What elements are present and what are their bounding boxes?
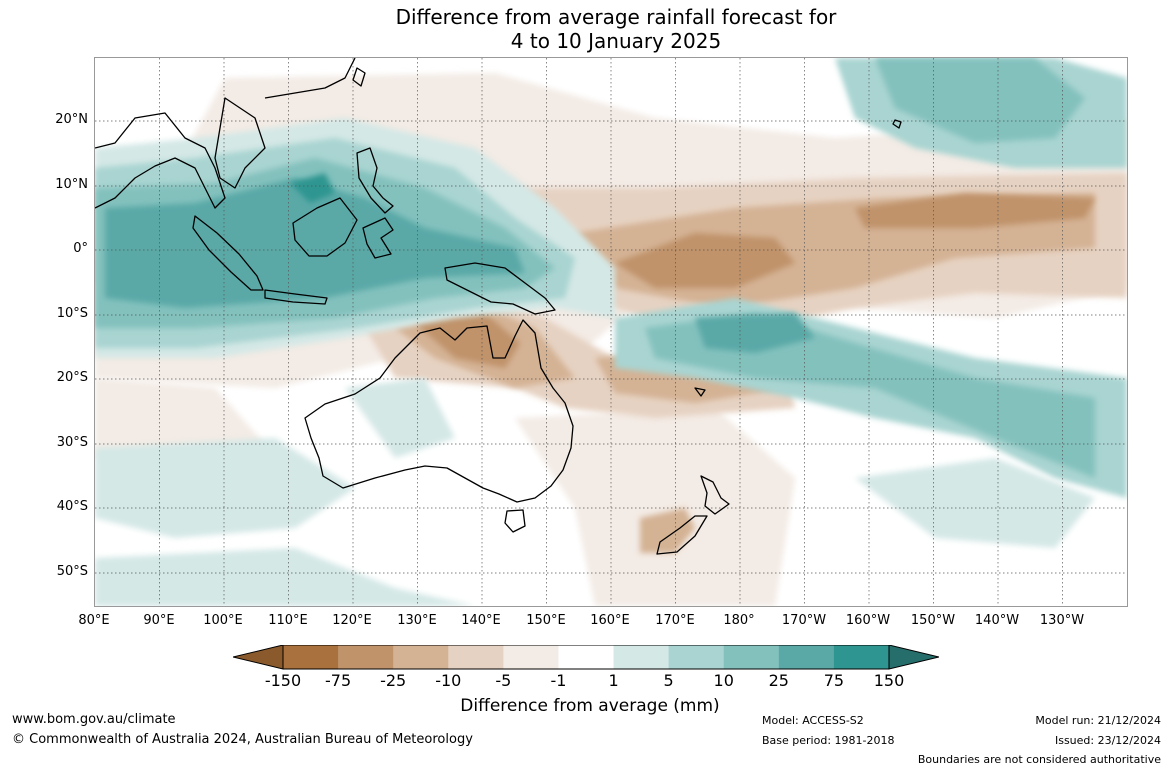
lat-label-30s: 30°S: [56, 435, 88, 450]
colorbar-segment: [448, 645, 504, 669]
colorbar-segment: [723, 645, 780, 669]
lat-label-20n: 20°N: [55, 112, 88, 127]
lon-label-140w: 140°W: [974, 613, 1020, 628]
colorbar-segment: [283, 645, 339, 669]
lat-label-0: 0°: [73, 241, 88, 256]
lon-label-110e: 110°E: [268, 613, 308, 628]
south-wet-a: [95, 438, 355, 538]
indochina-coast: [214, 97, 266, 189]
nz-north-coast: [700, 475, 730, 515]
colorbar-tick-label: -1: [550, 671, 567, 690]
colorbar-tick-label: 1: [608, 671, 619, 690]
lat-label-50s: 50°S: [56, 564, 88, 579]
colorbar-tick-label: 25: [768, 671, 789, 690]
rainfall-anomaly-map: [94, 57, 1128, 607]
borneo-coast: [292, 197, 358, 257]
lon-label-150e: 150°E: [526, 613, 566, 628]
lon-label-170w: 170°W: [781, 613, 827, 628]
colorbar-segment: [833, 645, 890, 669]
footer-disclaimer: Boundaries are not considered authoritat…: [917, 753, 1161, 766]
footer-base-period: Base period: 1981-2018: [762, 734, 895, 747]
hawaii-coast: [892, 119, 902, 129]
lat-label-10n: 10°N: [55, 177, 88, 192]
lat-label-20s: 20°S: [56, 370, 88, 385]
colorbar-segment: [778, 645, 835, 669]
colorbar-segments: [283, 645, 890, 669]
colorbar-tick-label: 75: [823, 671, 845, 690]
lon-label-100e: 100°E: [203, 613, 243, 628]
colorbar-segment: [503, 645, 559, 669]
lon-label-80e: 80°E: [78, 613, 110, 628]
colorbar: [233, 645, 939, 670]
footer-model: Model: ACCESS-S2: [762, 714, 864, 727]
tasmania-coast: [504, 509, 526, 533]
lon-label-130w: 130°W: [1039, 613, 1085, 628]
sulawesi-coast: [362, 217, 394, 259]
nth-aus-dry-75: [415, 313, 520, 368]
china-coast: [264, 58, 356, 99]
npac-wet-25: [875, 58, 1085, 143]
nz-dry: [640, 508, 695, 553]
footer-copyright: © Commonwealth of Australia 2024, Austra…: [12, 732, 473, 747]
dry-field-south: [515, 408, 795, 606]
taiwan-coast: [352, 67, 366, 87]
colorbar-tick-label: -150: [264, 671, 302, 690]
lon-label-90e: 90°E: [143, 613, 175, 628]
colorbar-tick-label: -25: [380, 671, 407, 690]
lat-label-40s: 40°S: [56, 499, 88, 514]
lon-label-160w: 160°W: [845, 613, 891, 628]
mc-wet-75: [105, 178, 525, 308]
south-wet-b: [95, 548, 475, 606]
colorbar-tick-label: -10: [435, 671, 462, 690]
colorbar-high-arrow: [888, 645, 939, 670]
graticule: [95, 58, 1127, 606]
lon-label-170e: 170°E: [655, 613, 695, 628]
colorbar-tick-label: 5: [663, 671, 674, 690]
map-canvas: [95, 58, 1127, 606]
footer-model-run: Model run: 21/12/2024: [1035, 714, 1161, 727]
coastlines: [95, 58, 902, 555]
spcz-wet-75: [695, 313, 815, 353]
australia-coast: [304, 319, 574, 503]
mc-wet-150: [290, 173, 335, 203]
dry-tongue-75-b: [855, 193, 1095, 228]
lon-label-130e: 130°E: [397, 613, 437, 628]
colorbar-title: Difference from average (mm): [460, 696, 720, 716]
title-line-2: 4 to 10 January 2025: [510, 29, 722, 53]
colorbar-tick-label: -5: [495, 671, 512, 690]
colorbar-segment: [338, 645, 394, 669]
colorbar-segment: [393, 645, 449, 669]
colorbar-tick-label: 150: [873, 671, 905, 690]
map-title: Difference from average rainfall forecas…: [0, 5, 1173, 53]
sumatra-coast: [192, 215, 264, 291]
colorbar-low-arrow: [233, 645, 284, 670]
footer-issued: Issued: 23/12/2024: [1054, 734, 1161, 747]
lat-label-10s: 10°S: [56, 306, 88, 321]
colorbar-segment: [613, 645, 670, 669]
asia-coast: [95, 112, 226, 209]
fiji-coast: [694, 387, 706, 397]
footer-website[interactable]: www.bom.gov.au/climate: [12, 712, 176, 727]
lon-label-140e: 140°E: [461, 613, 501, 628]
java-coast: [264, 289, 328, 305]
spcz-wet-25: [645, 313, 1095, 478]
colorbar-segment: [558, 645, 615, 669]
colorbar-segment: [668, 645, 725, 669]
south-wet-d: [345, 378, 455, 458]
lon-label-120e: 120°E: [332, 613, 372, 628]
dry-tongue-75-a: [615, 233, 795, 288]
nz-south-coast: [656, 515, 708, 555]
lon-label-180: 180°: [723, 613, 755, 628]
philippines-coast: [356, 147, 394, 214]
new-guinea-coast: [444, 262, 556, 315]
south-wet-c: [855, 458, 1095, 548]
colorbar-tick-label: 10: [713, 671, 734, 690]
colorbar-tick-label: -75: [325, 671, 352, 690]
title-line-1: Difference from average rainfall forecas…: [395, 5, 837, 29]
lon-label-160e: 160°E: [590, 613, 630, 628]
lon-label-150w: 150°W: [910, 613, 956, 628]
